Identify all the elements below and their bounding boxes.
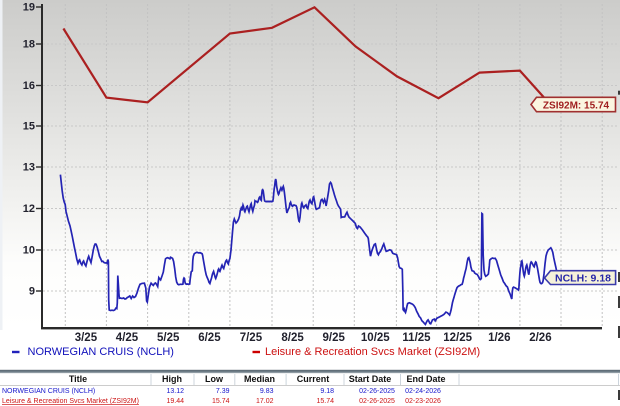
svg-text:17.02: 17.02 — [256, 398, 274, 405]
svg-text:9.18: 9.18 — [320, 388, 334, 395]
svg-text:02-23-2026: 02-23-2026 — [405, 398, 441, 405]
svg-text:9/25: 9/25 — [323, 332, 346, 344]
svg-text:7.39: 7.39 — [216, 388, 230, 395]
svg-text:02-24-2026: 02-24-2026 — [405, 388, 441, 395]
svg-text:Start Date: Start Date — [349, 374, 392, 384]
svg-text:NORWEGIAN CRUIS (NCLH): NORWEGIAN CRUIS (NCLH) — [2, 388, 95, 395]
svg-text:11/25: 11/25 — [402, 332, 431, 344]
svg-text:NCLH: 9.18: NCLH: 9.18 — [555, 273, 611, 285]
svg-text:10/25: 10/25 — [361, 332, 390, 344]
svg-text:9.83: 9.83 — [260, 388, 274, 395]
svg-text:13: 13 — [23, 162, 35, 174]
svg-text:5/25: 5/25 — [157, 332, 180, 344]
svg-text:15.74: 15.74 — [316, 398, 334, 405]
svg-text:6/25: 6/25 — [198, 332, 221, 344]
svg-text:02-26-2025: 02-26-2025 — [359, 388, 395, 395]
svg-text:15: 15 — [23, 121, 35, 133]
svg-text:10: 10 — [23, 245, 35, 257]
svg-text:13.12: 13.12 — [166, 388, 184, 395]
svg-text:2/26: 2/26 — [529, 332, 551, 344]
svg-text:9: 9 — [29, 286, 35, 298]
svg-text:16: 16 — [23, 80, 35, 92]
svg-text:High: High — [162, 374, 182, 384]
svg-text:Leisure & Recreation Svcs Mark: Leisure & Recreation Svcs Market (ZSI92M… — [2, 398, 139, 405]
svg-text:18: 18 — [23, 39, 35, 51]
svg-text:1/26: 1/26 — [488, 332, 510, 344]
svg-text:7/25: 7/25 — [240, 332, 263, 344]
svg-text:3/25: 3/25 — [75, 332, 98, 344]
svg-text:Median: Median — [244, 374, 275, 384]
svg-text:19: 19 — [23, 2, 35, 14]
svg-text:02-26-2025: 02-26-2025 — [359, 398, 395, 405]
svg-text:End Date: End Date — [406, 374, 445, 384]
svg-text:NORWEGIAN CRUIS (NCLH): NORWEGIAN CRUIS (NCLH) — [28, 346, 174, 358]
svg-text:12/25: 12/25 — [443, 332, 472, 344]
svg-text:19.44: 19.44 — [166, 398, 184, 405]
svg-text:Low: Low — [205, 374, 224, 384]
svg-text:ZSI92M: 15.74: ZSI92M: 15.74 — [543, 100, 610, 111]
svg-text:Title: Title — [69, 374, 87, 384]
svg-text:8/25: 8/25 — [281, 332, 304, 344]
svg-text:Current: Current — [297, 374, 330, 384]
svg-text:4/25: 4/25 — [116, 332, 139, 344]
svg-text:Leisure & Recreation Svcs Mark: Leisure & Recreation Svcs Market (ZSI92M… — [265, 346, 480, 358]
svg-text:12: 12 — [23, 203, 35, 215]
svg-text:15.74: 15.74 — [212, 398, 230, 405]
